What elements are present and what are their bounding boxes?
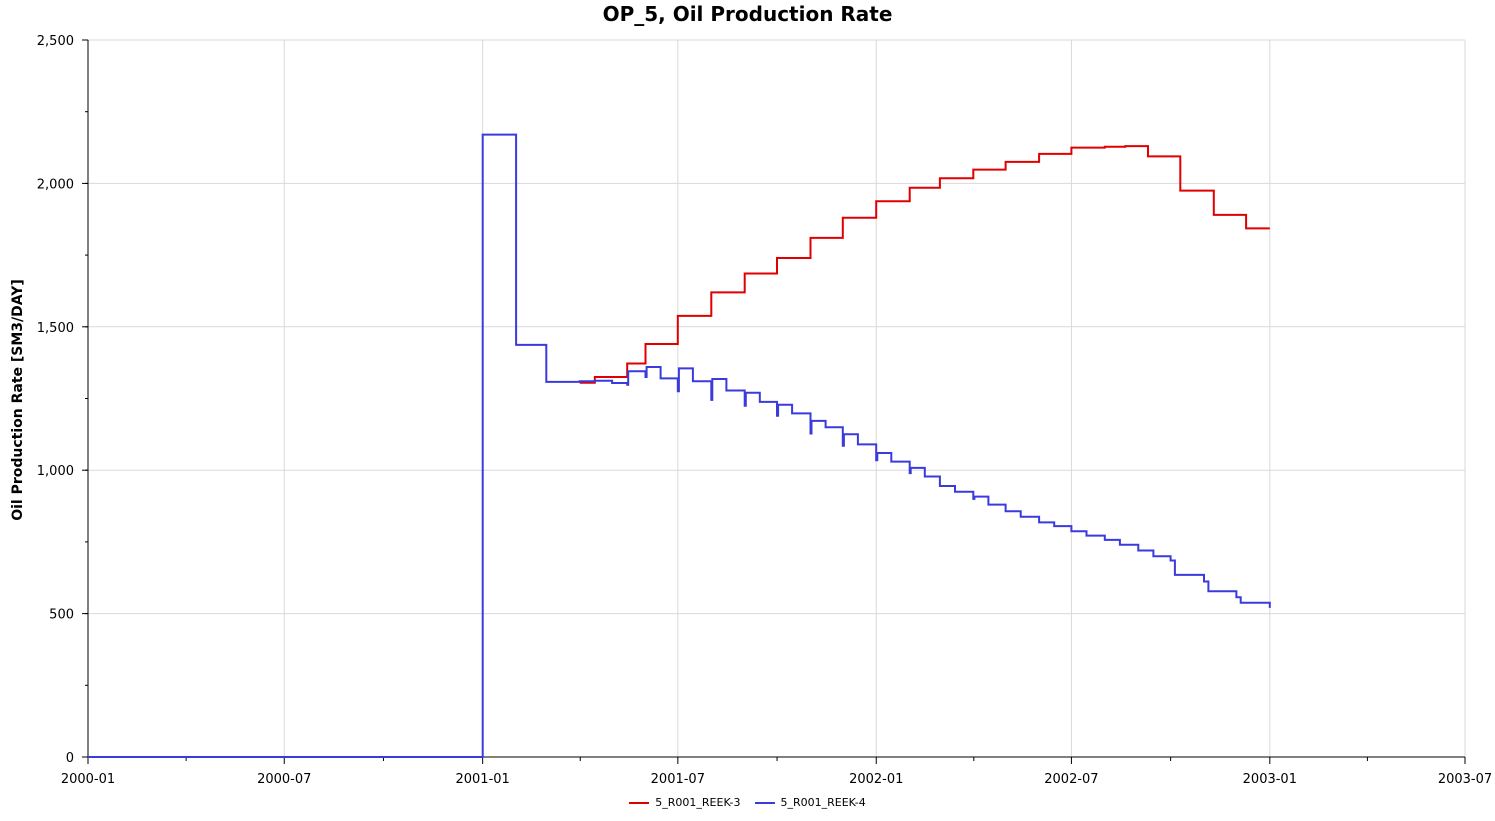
x-tick-label: 2001-01 xyxy=(455,772,509,787)
x-tick-label: 2001-07 xyxy=(651,772,705,787)
series-line-2 xyxy=(88,133,1271,758)
y-tick-label: 2,500 xyxy=(37,34,74,49)
series-line-1 xyxy=(579,145,1270,384)
y-tick-label: 500 xyxy=(49,608,74,623)
legend-swatch xyxy=(754,801,775,804)
legend-item: 5_R001_REEK-3 xyxy=(629,796,741,809)
x-tick-label: 2003-07 xyxy=(1438,772,1492,787)
y-tick-label: 0 xyxy=(66,751,74,766)
y-tick-label: 2,000 xyxy=(37,177,74,192)
legend-item: 5_R001_REEK-4 xyxy=(754,796,866,809)
x-tick-label: 2002-07 xyxy=(1044,772,1098,787)
y-tick-label: 1,500 xyxy=(37,321,74,336)
x-tick-label: 2000-01 xyxy=(61,772,115,787)
chart-legend: 5_R001_REEK-3 5_R001_REEK-4 xyxy=(0,796,1495,809)
x-tick-label: 2002-01 xyxy=(849,772,903,787)
x-tick-label: 2003-01 xyxy=(1243,772,1297,787)
y-tick-label: 1,000 xyxy=(37,464,74,479)
legend-label: 5_R001_REEK-3 xyxy=(655,796,741,809)
chart-title: OP_5, Oil Production Rate xyxy=(602,2,893,26)
legend-label: 5_R001_REEK-4 xyxy=(780,796,866,809)
x-tick-label: 2000-07 xyxy=(257,772,311,787)
legend-swatch xyxy=(629,801,650,804)
